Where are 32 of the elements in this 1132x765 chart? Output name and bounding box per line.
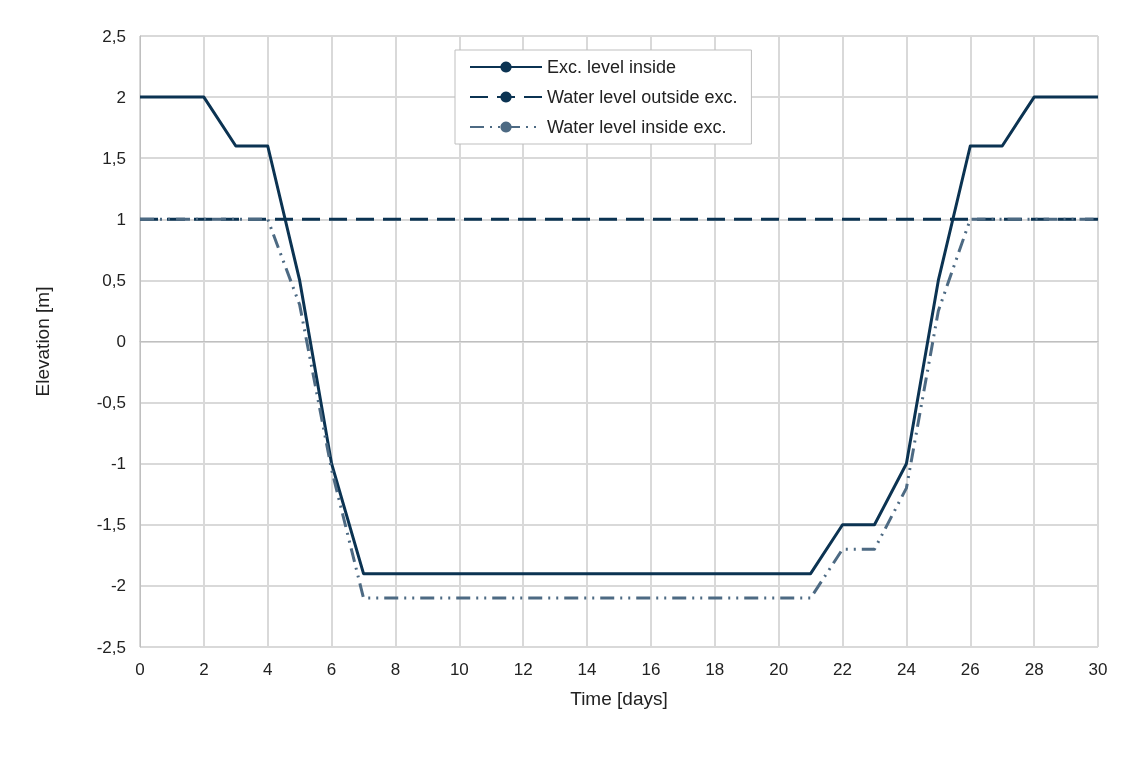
x-tick-label: 8	[390, 660, 401, 679]
x-tick-label: 22	[833, 660, 852, 679]
y-tick-label: 2,5	[102, 26, 126, 46]
x-tick-label: 2	[199, 660, 209, 679]
y-tick-label: -1	[110, 454, 126, 474]
y-tick-label: -2	[110, 576, 126, 596]
y-tick-label: -0,5	[96, 393, 126, 413]
y-axis-title: Elevation [m]	[32, 286, 53, 397]
y-tick-label: 0	[116, 332, 126, 351]
legend-label: Water level inside exc.	[547, 117, 727, 137]
y-tick-label: 0,5	[102, 270, 126, 290]
y-tick-label: 1	[116, 209, 126, 229]
x-tick-label: 6	[326, 660, 337, 679]
x-tick-label: 10	[449, 660, 469, 679]
x-tick-label: 12	[513, 660, 533, 679]
legend-label: Exc. level inside	[547, 57, 677, 77]
x-tick-label: 20	[769, 660, 789, 679]
x-axis-title: Time [days]	[570, 688, 668, 709]
x-tick-label: 0	[135, 660, 145, 679]
x-tick-label: 26	[960, 660, 980, 679]
x-tick-label: 18	[705, 660, 725, 679]
y-tick-label: 1,5	[102, 148, 126, 168]
y-tick-label: 2	[116, 87, 126, 107]
x-tick-label: 4	[263, 660, 273, 679]
x-tick-label: 24	[896, 660, 916, 679]
x-tick-label: 14	[577, 660, 597, 679]
legend-label: Water level outside exc.	[547, 87, 738, 107]
x-tick-label: 28	[1024, 660, 1044, 679]
y-tick-label: -2,5	[96, 637, 126, 657]
y-tick-label: -1,5	[96, 515, 126, 535]
x-tick-label: 16	[641, 660, 661, 679]
x-tick-label: 30	[1088, 660, 1108, 679]
